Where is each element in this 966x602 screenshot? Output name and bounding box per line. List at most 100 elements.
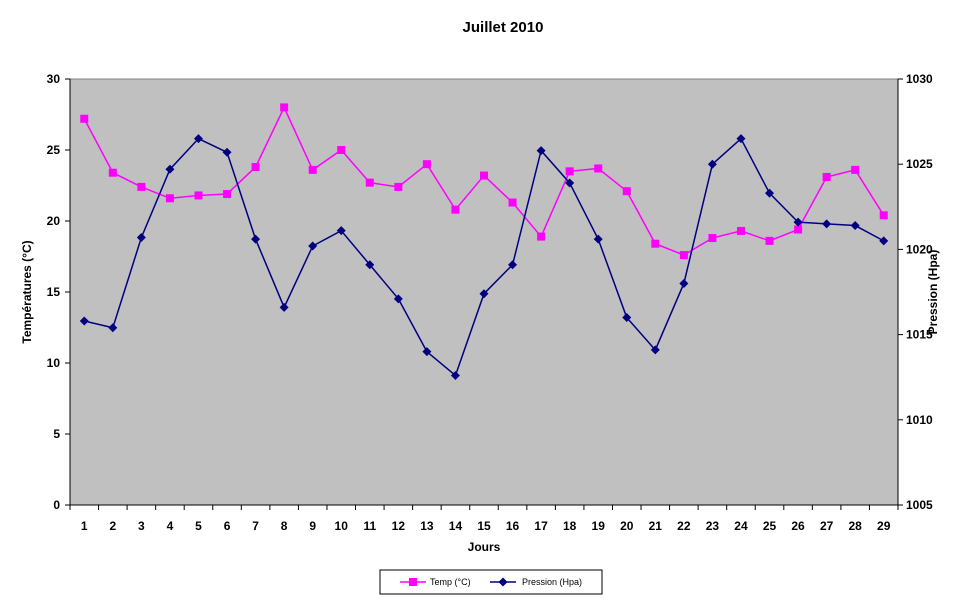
temp-point: [194, 191, 203, 200]
temp-point: [651, 239, 660, 248]
x-tick-label: 1: [81, 519, 88, 533]
temp-point: [794, 225, 803, 234]
pression-point: [679, 278, 689, 288]
temp-point: [394, 182, 403, 191]
temp-point: [480, 171, 488, 180]
temp-point: [108, 168, 117, 177]
temp-point: [679, 251, 688, 260]
x-tick-label: 25: [763, 519, 777, 533]
pression-point: [422, 347, 432, 357]
temp-point: [736, 226, 745, 235]
right-axis-label: Pression (Hpa): [926, 250, 940, 335]
right-tick-label: 1005: [906, 498, 933, 512]
x-tick-label: 23: [706, 519, 720, 533]
pression-point: [279, 302, 289, 312]
x-tick-label: 15: [477, 519, 491, 533]
x-tick-label: 12: [392, 519, 406, 533]
left-tick-label: 0: [53, 498, 60, 512]
legend-temp-marker: [409, 578, 417, 586]
pression-point: [479, 289, 489, 299]
legend-pression-marker: [498, 577, 508, 587]
legend-temp-label: Temp (°C): [430, 577, 471, 587]
temp-point: [565, 167, 574, 176]
x-tick-label: 11: [363, 519, 376, 533]
pression-point: [879, 236, 889, 246]
legend-pression-label: Pression (Hpa): [522, 577, 582, 587]
x-tick-label: 21: [649, 519, 663, 533]
x-tick-label: 10: [335, 519, 349, 533]
pression-point: [793, 217, 803, 227]
x-tick-label: 20: [620, 519, 634, 533]
temp-point: [251, 163, 260, 172]
pression-point: [308, 241, 318, 251]
right-tick-label: 1030: [906, 72, 933, 86]
right-tick-label: 1015: [906, 328, 933, 342]
series-layer: [79, 103, 889, 380]
temp-point: [765, 236, 774, 245]
temp-point: [537, 232, 546, 241]
temp-point: [165, 194, 174, 203]
pression-point: [222, 147, 232, 157]
temp-point: [422, 160, 431, 169]
pression-point: [822, 219, 832, 229]
temp-point: [451, 205, 460, 214]
left-axis-label: Températures (°C): [20, 240, 34, 343]
x-tick-label: 24: [734, 519, 748, 533]
x-tick-label: 27: [820, 519, 834, 533]
temp-point: [137, 182, 146, 191]
pression-point: [165, 164, 175, 174]
x-tick-label: 4: [167, 519, 174, 533]
temp-point: [280, 103, 289, 112]
pression-point: [650, 345, 660, 355]
x-tick-label: 8: [281, 519, 288, 533]
temp-point: [622, 187, 631, 196]
x-tick-label: 6: [224, 519, 231, 533]
pression-point: [536, 146, 546, 156]
temp-point: [822, 172, 831, 181]
pression-point: [450, 370, 460, 380]
temp-point: [708, 234, 717, 243]
pression-point: [336, 226, 346, 236]
pression-point: [136, 232, 146, 242]
temp-point: [879, 211, 888, 220]
x-tick-label: 9: [309, 519, 316, 533]
x-axis-ticks: 1 2 3 4 5 6 7 8 9 10 11 12 13 14 15 16 17 18 19 20 21 22 23 24 2…: [69, 505, 899, 533]
temp-point: [851, 165, 860, 174]
pression-point: [765, 188, 775, 198]
x-tick-label: 18: [563, 519, 577, 533]
left-axis-ticks: 0 5 10 15 20 25 30: [47, 72, 70, 512]
temp-point: [80, 114, 89, 123]
temp-point: [337, 146, 346, 154]
pression-point: [622, 313, 632, 323]
x-tick-label: 17: [534, 519, 548, 533]
temp-point: [594, 164, 603, 173]
x-axis-label: Jours: [468, 540, 501, 554]
pression-point: [108, 323, 118, 333]
left-tick-label: 30: [47, 72, 61, 86]
series-temp: [80, 103, 888, 260]
right-tick-label: 1020: [906, 242, 933, 256]
x-tick-label: 19: [592, 519, 606, 533]
right-axis-ticks: 1005 1010 1015 1020 1025 1030: [898, 72, 933, 512]
pression-point: [365, 260, 375, 270]
pression-point: [593, 234, 603, 244]
x-tick-label: 13: [420, 519, 434, 533]
legend: Temp (°C) Pression (Hpa): [379, 569, 603, 595]
left-tick-label: 25: [47, 143, 61, 157]
left-tick-label: 5: [53, 427, 60, 441]
x-tick-label: 16: [506, 519, 520, 533]
x-tick-label: 26: [791, 519, 805, 533]
left-tick-label: 15: [47, 285, 61, 299]
right-tick-label: 1025: [906, 157, 933, 171]
pression-point: [251, 234, 261, 244]
pression-point: [193, 134, 203, 144]
x-tick-label: 2: [109, 519, 116, 533]
temp-point: [308, 165, 317, 174]
right-tick-label: 1010: [906, 413, 933, 427]
pression-point: [850, 221, 860, 231]
x-tick-label: 14: [449, 519, 463, 533]
pression-point: [393, 294, 403, 304]
temp-point: [365, 178, 374, 187]
pression-point: [707, 159, 717, 169]
